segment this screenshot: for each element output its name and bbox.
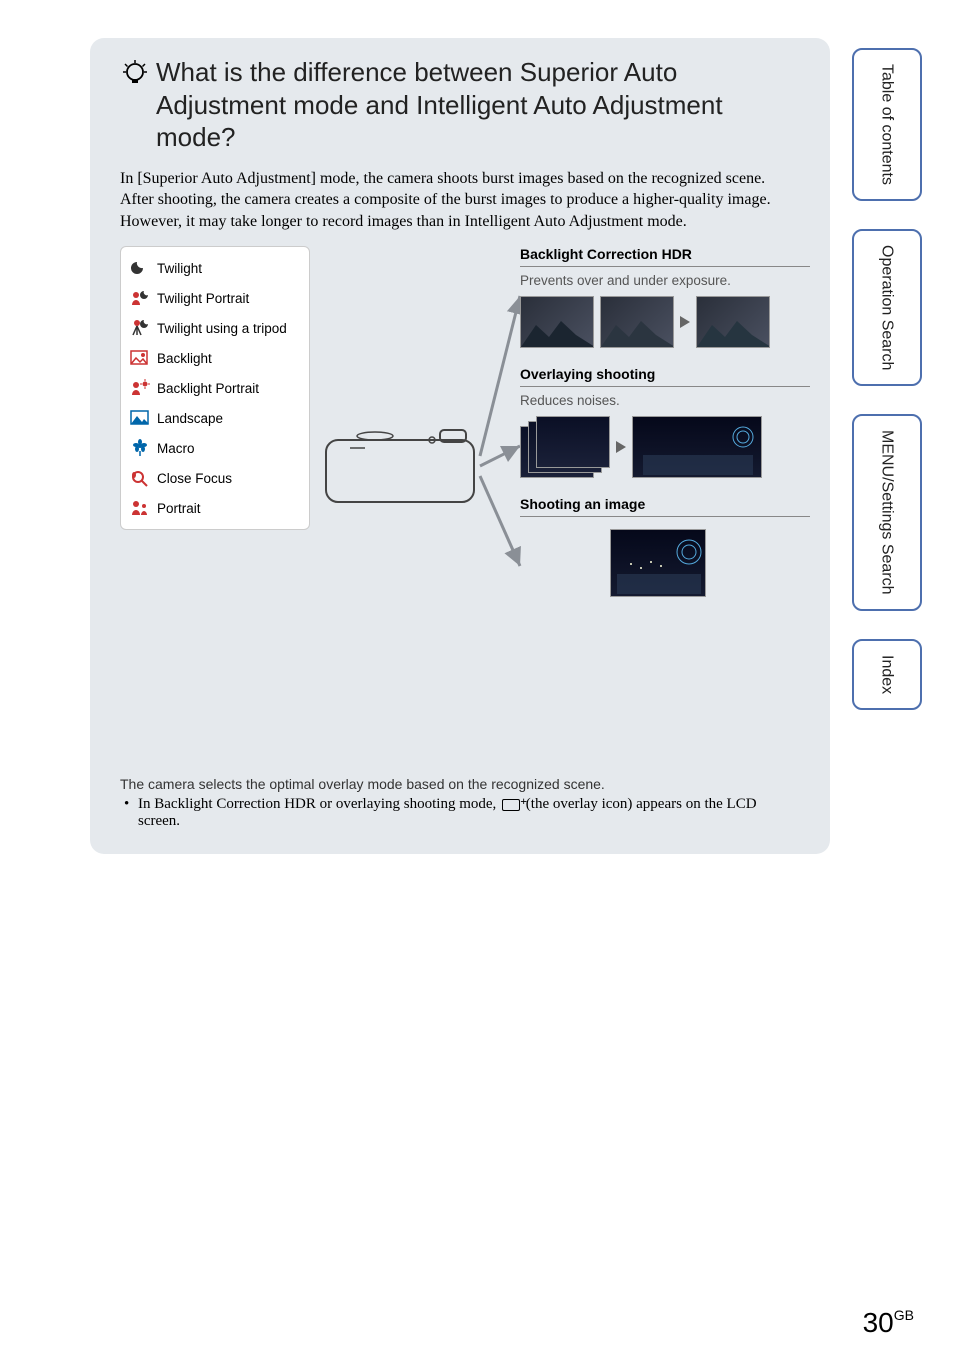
thumbnail [632,416,762,478]
backlight-icon [129,349,151,367]
hdr-thumbs [520,296,810,348]
scene-label: Close Focus [157,471,232,487]
output-overlay-desc: Reduces noises. [520,393,810,408]
tab-operation-search[interactable]: Operation Search [852,229,922,386]
scene-item-twilight-portrait: Twilight Portrait [129,283,301,313]
arrow-icon [616,441,626,453]
page-num-value: 30 [863,1307,894,1338]
output-overlay: Overlaying shooting Reduces noises. [520,366,810,478]
landscape-icon [129,409,151,427]
output-hdr: Backlight Correction HDR Prevents over a… [520,246,810,348]
thumbnail [536,416,610,468]
scene-label: Macro [157,441,195,457]
page-number: 30GB [863,1307,914,1339]
person-icon [129,499,151,517]
scene-label: Twilight using a tripod [157,321,287,337]
scene-item-backlight: Backlight [129,343,301,373]
tip-title-text: What is the difference between Superior … [156,57,723,152]
tab-label: Operation Search [877,245,896,370]
scene-item-close-focus: Close Focus [129,463,301,493]
scene-label: Landscape [157,411,223,427]
tip-box: What is the difference between Superior … [90,38,830,854]
thumbnail [520,296,594,348]
scene-label: Twilight [157,261,202,277]
side-tabs: Table of contents Operation Search MENU/… [852,48,922,738]
tab-menu-settings-search[interactable]: MENU/Settings Search [852,414,922,611]
backlight-person-icon [129,379,151,397]
diagram: Twilight Twilight Portrait Twilight usin… [120,246,810,766]
output-hdr-desc: Prevents over and under exposure. [520,273,810,288]
camera-graphic [320,428,480,508]
scene-item-backlight-portrait: Backlight Portrait [129,373,301,403]
outputs-column: Backlight Correction HDR Prevents over a… [520,246,810,607]
overlay-icon [502,799,520,811]
output-single-title: Shooting an image [520,496,810,517]
thumbnail [610,529,706,597]
scene-label: Portrait [157,501,201,517]
moon-icon [129,259,151,277]
scene-item-twilight-tripod: Twilight using a tripod [129,313,301,343]
tip-body: In [Superior Auto Adjustment] mode, the … [120,168,800,233]
arrow-icon [680,316,690,328]
moon-person-icon [129,289,151,307]
tab-label: Index [877,655,896,694]
thumbnail [600,296,674,348]
scene-panel: Twilight Twilight Portrait Twilight usin… [120,246,310,530]
tab-index[interactable]: Index [852,639,922,710]
page-num-suffix: GB [894,1307,914,1323]
lightbulb-icon [120,58,150,88]
tab-toc[interactable]: Table of contents [852,48,922,201]
output-single: Shooting an image [520,496,810,597]
scene-label: Twilight Portrait [157,291,249,307]
scene-label: Backlight Portrait [157,381,259,397]
tab-label: Table of contents [877,64,896,185]
scene-item-macro: Macro [129,433,301,463]
scene-item-landscape: Landscape [129,403,301,433]
overlay-thumbs [520,416,810,478]
scene-item-twilight: Twilight [129,253,301,283]
tripod-icon [129,319,151,337]
flower-icon [129,439,151,457]
thumbnail [696,296,770,348]
output-overlay-title: Overlaying shooting [520,366,810,387]
tab-label: MENU/Settings Search [877,430,896,595]
bullet-pre: In Backlight Correction HDR or overlayin… [138,796,500,812]
magnify-icon [129,469,151,487]
scene-label: Backlight [157,351,212,367]
output-hdr-title: Backlight Correction HDR [520,246,810,267]
tip-title: What is the difference between Superior … [120,56,800,154]
scene-item-portrait: Portrait [129,493,301,523]
footer-bullet: In Backlight Correction HDR or overlayin… [120,796,800,830]
footer-note: The camera selects the optimal overlay m… [120,776,800,792]
